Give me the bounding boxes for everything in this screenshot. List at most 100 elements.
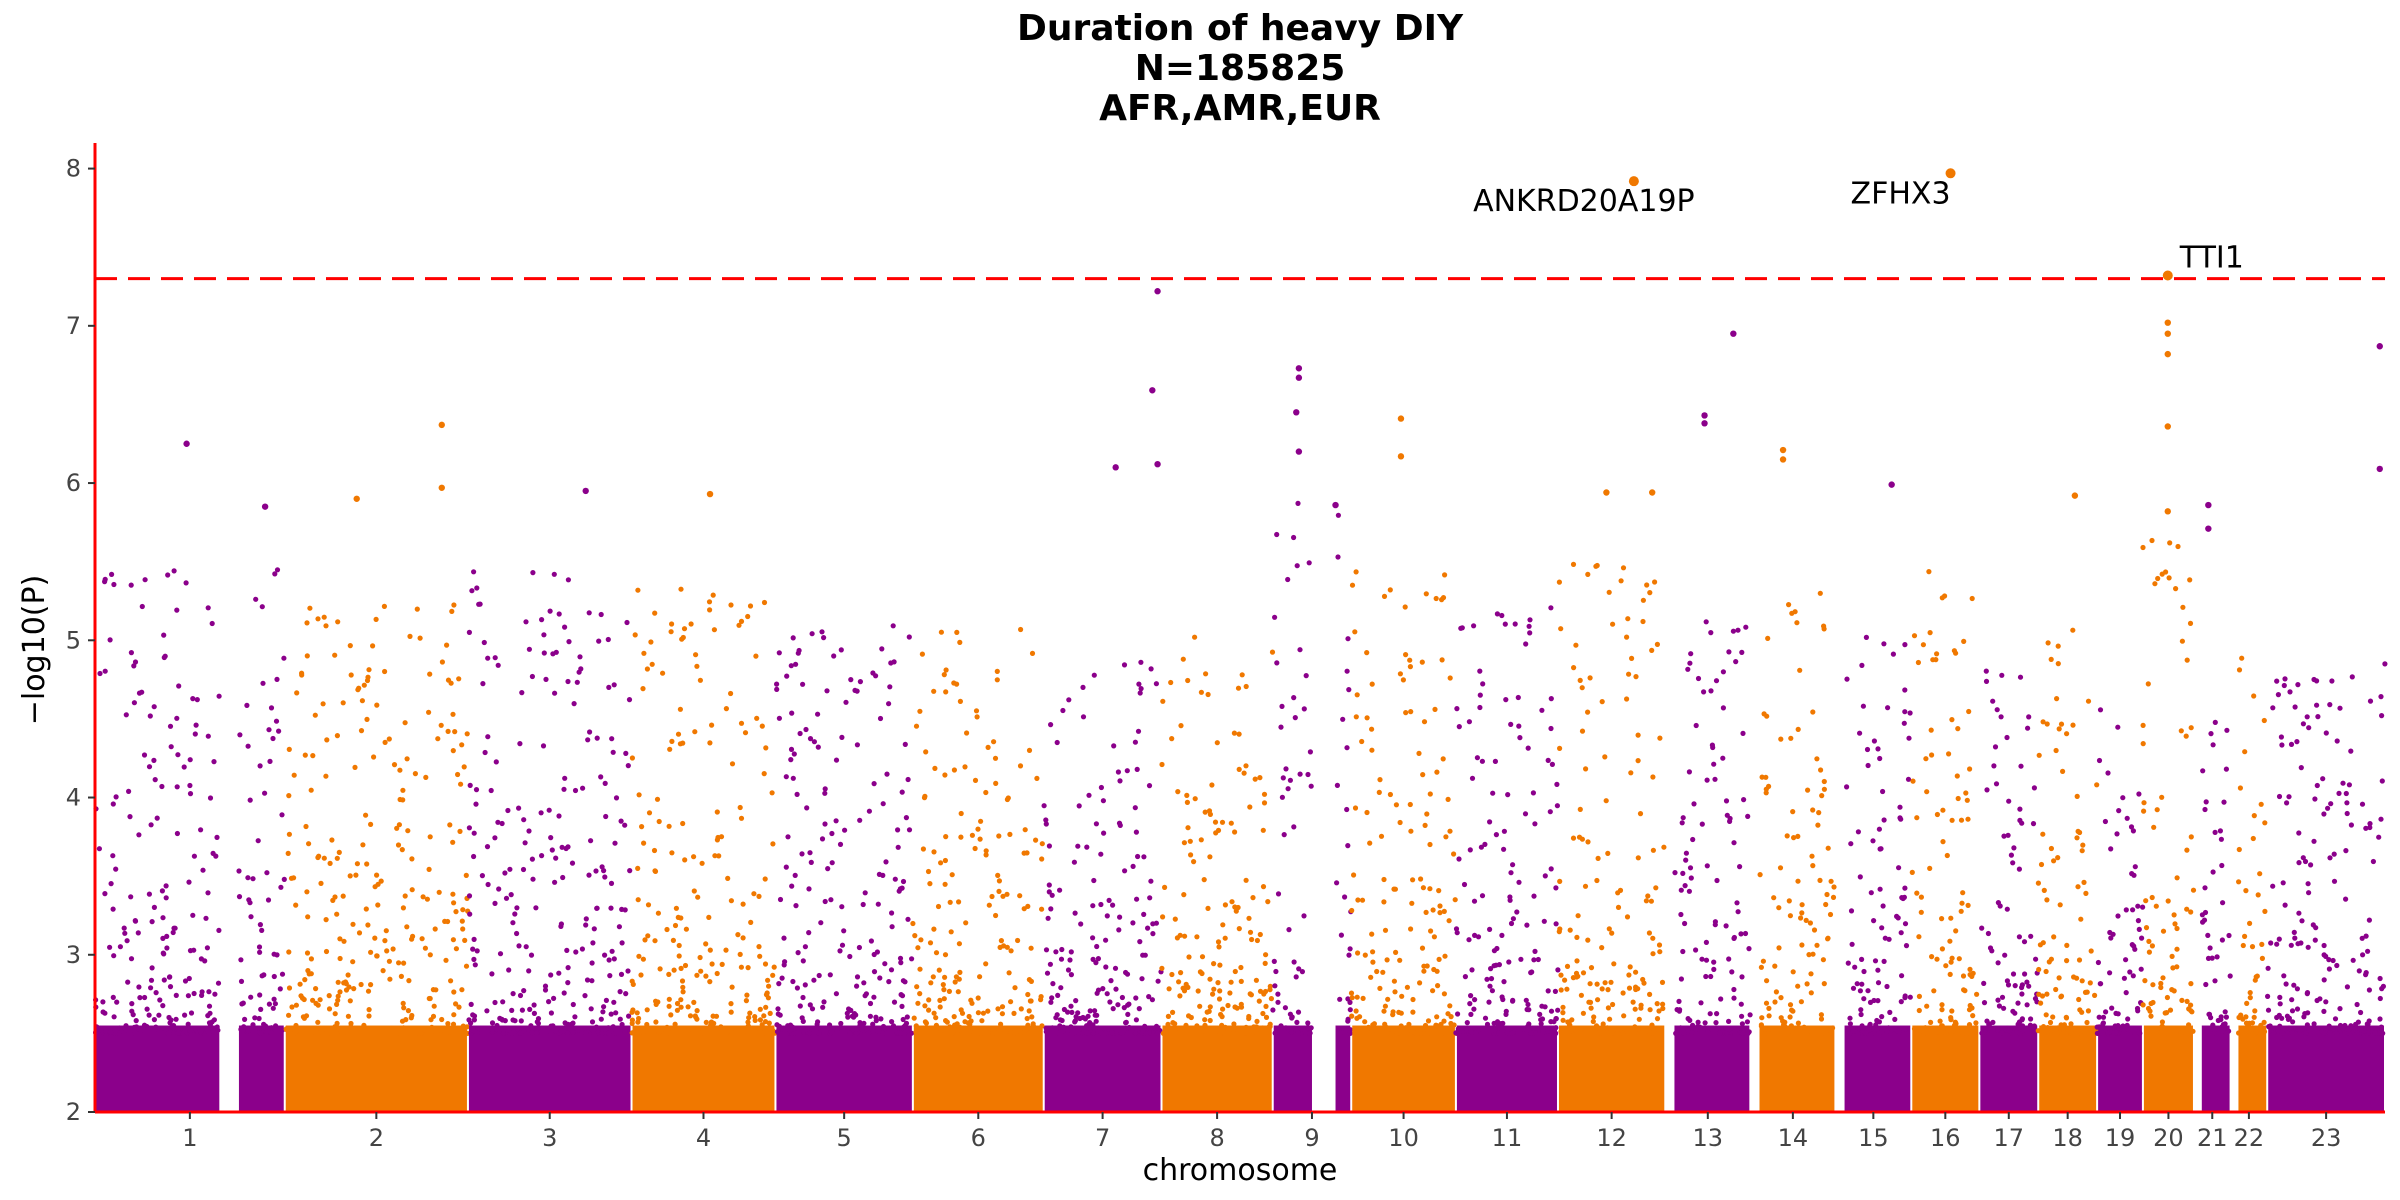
snp-point xyxy=(2294,1006,2301,1012)
snp-point xyxy=(259,604,265,610)
snp-point xyxy=(370,643,376,649)
snp-point xyxy=(347,998,353,1004)
snp-point xyxy=(747,1010,753,1016)
snp-point xyxy=(1130,863,1136,870)
snp-point xyxy=(2261,1029,2268,1035)
snp-point xyxy=(1673,1030,1679,1036)
snp-point xyxy=(1484,1021,1491,1027)
snp-point xyxy=(936,967,942,973)
snp-point xyxy=(1821,981,1827,987)
snp-point xyxy=(1194,1023,1200,1029)
snp-point xyxy=(839,904,845,910)
snp-point xyxy=(2096,757,2103,764)
snp-point xyxy=(356,930,363,936)
snp-point xyxy=(848,1007,854,1014)
snp-point xyxy=(1068,972,1074,978)
snp-point xyxy=(2115,913,2121,919)
snp-point xyxy=(1643,898,1649,904)
snp-point xyxy=(471,853,477,860)
snp-point xyxy=(293,902,299,908)
snp-point xyxy=(173,992,179,999)
snp-point xyxy=(1680,948,1686,955)
snp-point xyxy=(678,1004,684,1010)
y-tick-label: 8 xyxy=(66,155,81,183)
snp-point xyxy=(1275,999,1281,1005)
snp-point xyxy=(686,1027,692,1033)
snp-point xyxy=(610,749,616,755)
snp-point xyxy=(1492,758,1498,765)
snp-point xyxy=(2296,830,2302,836)
snp-point xyxy=(2035,1028,2041,1034)
snp-point xyxy=(644,1007,650,1013)
snp-point xyxy=(1902,885,1908,891)
notable-snp-point xyxy=(1603,489,1610,496)
snp-point xyxy=(1141,854,1147,860)
snp-point xyxy=(1680,815,1686,821)
snp-point xyxy=(2330,957,2336,964)
snp-point xyxy=(1269,649,1276,655)
snp-point xyxy=(533,905,539,911)
snp-point xyxy=(141,1022,148,1028)
snp-point xyxy=(1369,726,1375,732)
x-tick-label: 6 xyxy=(971,1124,986,1152)
snp-point xyxy=(766,1020,772,1026)
snp-point xyxy=(1420,885,1426,891)
snp-point xyxy=(133,1024,140,1030)
snp-point xyxy=(2279,742,2285,748)
snp-point xyxy=(1967,1002,1973,1009)
snp-point xyxy=(404,756,410,762)
snp-point xyxy=(1039,1023,1045,1029)
notable-snp-point xyxy=(2164,423,2171,430)
snp-point xyxy=(1731,935,1737,942)
snp-point xyxy=(2050,1014,2056,1020)
snp-point xyxy=(975,826,981,832)
snp-point xyxy=(1299,969,1305,975)
snp-point xyxy=(904,1014,910,1020)
snp-point xyxy=(886,701,892,707)
snp-point xyxy=(1504,1030,1510,1036)
snp-point xyxy=(1593,1025,1599,1031)
snp-point xyxy=(1598,1030,1604,1036)
snp-point xyxy=(2064,958,2070,964)
snp-point xyxy=(2036,752,2042,758)
snp-point xyxy=(204,945,210,951)
snp-point xyxy=(1928,1019,1934,1025)
snp-point xyxy=(2314,702,2320,708)
snp-point xyxy=(833,757,840,763)
snp-point xyxy=(364,677,371,684)
snp-point xyxy=(845,1014,851,1020)
snp-point xyxy=(2366,1018,2372,1024)
snp-point xyxy=(2348,748,2354,754)
snp-point xyxy=(816,1030,822,1036)
snp-point xyxy=(1625,616,1631,622)
snp-point xyxy=(2289,997,2295,1003)
snp-point xyxy=(1447,675,1453,681)
snp-point xyxy=(337,955,343,962)
snp-point xyxy=(1153,681,1159,687)
snp-point xyxy=(776,1023,783,1029)
snp-point xyxy=(2111,1030,2117,1036)
snp-point xyxy=(238,957,244,963)
snp-point xyxy=(1951,1022,1958,1028)
snp-point xyxy=(191,853,197,859)
snp-point xyxy=(405,828,411,834)
snp-point xyxy=(1440,595,1447,601)
snp-point xyxy=(606,684,612,691)
chromosome-4-dense-band xyxy=(632,1025,775,1112)
snp-point xyxy=(678,997,684,1003)
snp-point xyxy=(2047,1019,2054,1026)
snp-point xyxy=(366,1013,372,1019)
snp-point xyxy=(364,861,370,867)
snp-point xyxy=(286,831,292,837)
snp-point xyxy=(2350,957,2356,963)
snp-point xyxy=(1944,852,1950,859)
snp-point xyxy=(1065,967,1072,973)
snp-point xyxy=(1041,803,1047,809)
snp-point xyxy=(1580,970,1587,976)
snp-point xyxy=(2056,726,2062,732)
snp-point xyxy=(1714,1011,1720,1017)
snp-point xyxy=(1202,809,1208,815)
snp-point xyxy=(901,1024,907,1030)
snp-point xyxy=(1238,1001,1244,1007)
snp-point xyxy=(853,1030,860,1036)
